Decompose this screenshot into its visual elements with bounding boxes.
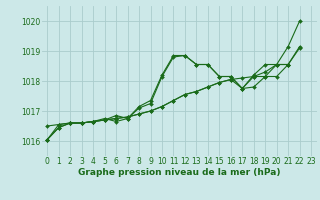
X-axis label: Graphe pression niveau de la mer (hPa): Graphe pression niveau de la mer (hPa) bbox=[78, 168, 280, 177]
